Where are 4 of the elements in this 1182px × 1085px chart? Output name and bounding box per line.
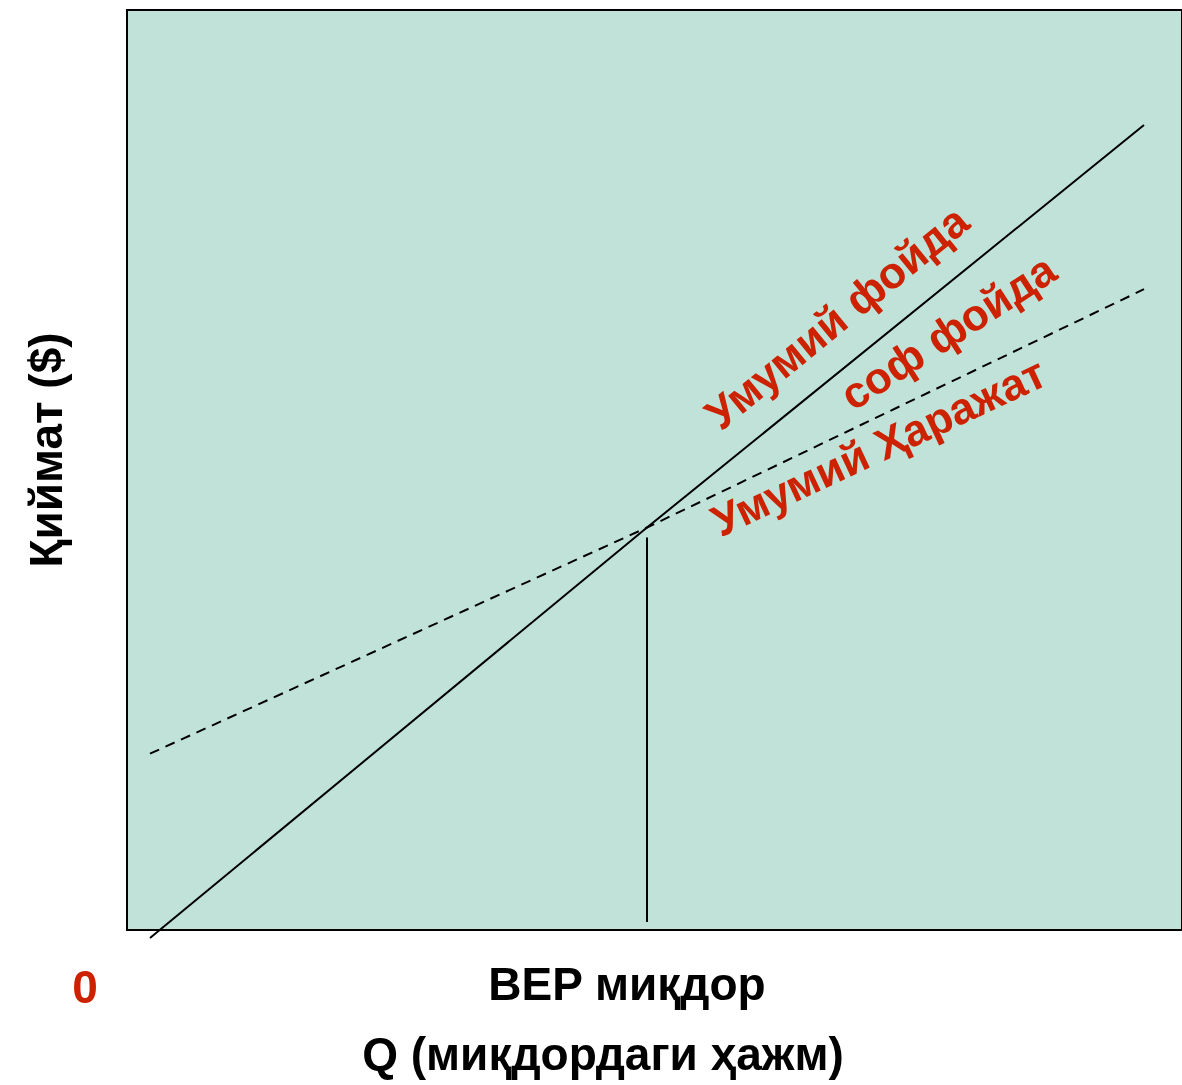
text: BEP миқдор	[488, 958, 766, 1010]
x-axis-title: Q (миқдордаги ҳажм)	[362, 1028, 844, 1080]
text: 0	[72, 961, 98, 1013]
y-axis-title: Қиймат ($)	[20, 332, 72, 568]
